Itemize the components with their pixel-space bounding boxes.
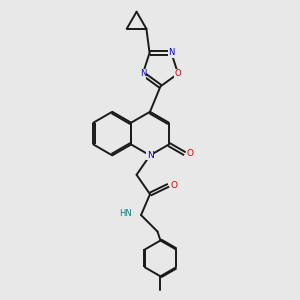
- Text: O: O: [170, 181, 177, 190]
- Text: N: N: [168, 48, 175, 57]
- Text: N: N: [140, 69, 146, 78]
- Text: O: O: [187, 149, 194, 158]
- Text: O: O: [175, 69, 182, 78]
- Text: N: N: [147, 151, 153, 160]
- Text: HN: HN: [119, 209, 132, 218]
